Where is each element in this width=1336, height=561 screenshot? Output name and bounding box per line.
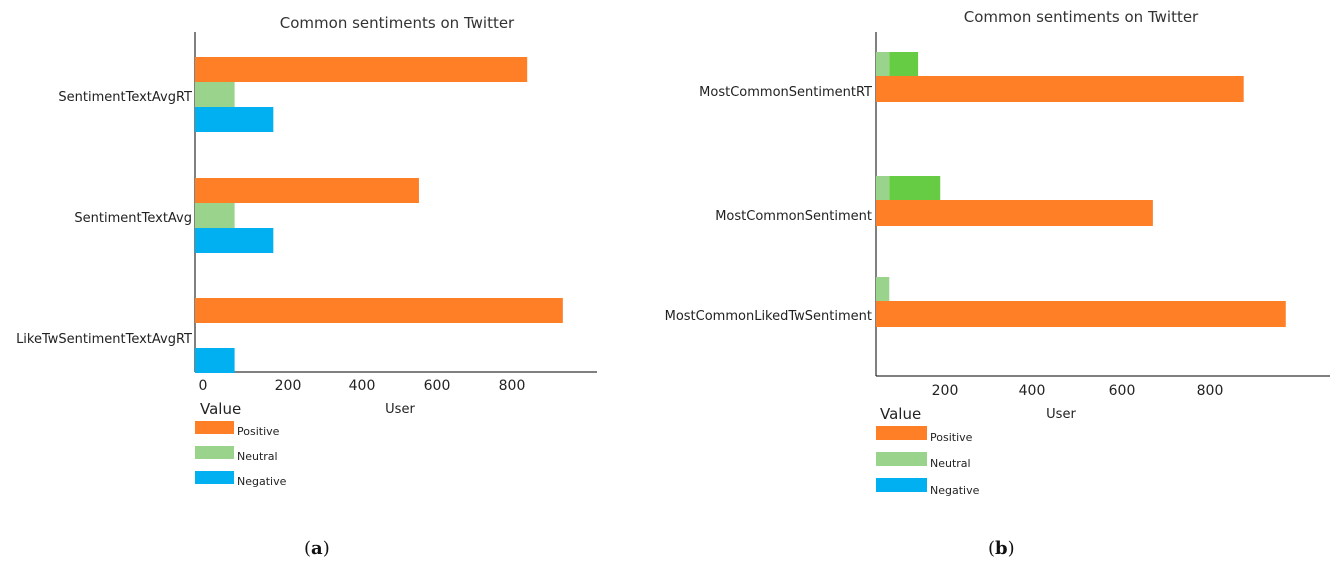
chart-a-x-tick: 800 xyxy=(499,378,526,394)
chart-a: Common sentiments on Twitter SentimentTe… xyxy=(16,14,597,559)
bar-positive xyxy=(195,298,563,323)
chart-a-bars xyxy=(195,57,563,373)
chart-b-category-label: MostCommonSentimentRT xyxy=(699,85,872,100)
chart-a-legend-title: Value xyxy=(200,400,241,418)
chart-b-legend-swatch-neutral xyxy=(876,452,927,466)
bar-negative xyxy=(195,348,235,373)
chart-b-x-tick: 600 xyxy=(1109,383,1136,399)
chart-a-x-tick: 600 xyxy=(424,378,451,394)
chart-b-category-label: MostCommonSentiment xyxy=(715,209,872,224)
bar-positive xyxy=(195,57,528,82)
chart-a-x-tick: 400 xyxy=(349,378,376,394)
bar-positive xyxy=(195,178,419,203)
chart-a-legend-label: Negative xyxy=(237,475,287,488)
bar-neutral xyxy=(195,203,235,228)
chart-a-legend-label: Neutral xyxy=(237,450,278,463)
bar-neutral xyxy=(195,82,235,107)
chart-b-bars xyxy=(876,52,1286,327)
chart-b: Common sentiments on Twitter MostCommonS… xyxy=(665,8,1330,559)
bar-negative xyxy=(195,107,274,132)
bar-neutral xyxy=(876,277,890,301)
chart-b-title: Common sentiments on Twitter xyxy=(964,8,1199,26)
chart-a-legend-label: Positive xyxy=(237,425,280,438)
bar-positive xyxy=(876,76,1244,102)
bar-negative xyxy=(889,176,941,200)
bar-negative xyxy=(195,228,274,253)
bar-neutral xyxy=(876,176,890,200)
bar-positive xyxy=(876,200,1153,226)
chart-a-title: Common sentiments on Twitter xyxy=(280,14,515,32)
chart-b-legend-title: Value xyxy=(880,405,921,423)
chart-b-legend-swatch-positive xyxy=(876,426,927,440)
chart-a-legend-swatch-neutral xyxy=(195,446,234,459)
chart-b-legend-label: Negative xyxy=(930,484,980,497)
chart-a-legend-swatch-positive xyxy=(195,421,234,434)
chart-b-x-tick: 200 xyxy=(932,383,959,399)
chart-b-legend-swatch-negative xyxy=(876,478,927,492)
chart-a-x-tick: 0 xyxy=(199,378,208,394)
chart-a-x-tick: 200 xyxy=(275,378,302,394)
chart-a-category-label: SentimentTextAvgRT xyxy=(58,90,192,105)
chart-a-legend-swatch-negative xyxy=(195,471,234,484)
chart-b-x-tick: 400 xyxy=(1019,383,1046,399)
chart-a-category-label: LikeTwSentimentTextAvgRT xyxy=(16,332,192,347)
bar-negative xyxy=(889,52,919,76)
chart-a-caption: (a) xyxy=(304,538,330,559)
chart-b-x-axis-label: User xyxy=(1046,407,1076,422)
chart-b-caption: (b) xyxy=(988,538,1015,559)
bar-neutral xyxy=(876,52,890,76)
chart-b-category-label: MostCommonLikedTwSentiment xyxy=(665,309,872,324)
chart-b-legend-label: Neutral xyxy=(930,457,971,470)
chart-b-x-tick: 800 xyxy=(1197,383,1224,399)
chart-a-category-label: SentimentTextAvg xyxy=(74,211,192,226)
chart-a-x-axis-label: User xyxy=(385,402,415,417)
bar-positive xyxy=(876,301,1286,327)
chart-b-legend-label: Positive xyxy=(930,431,973,444)
